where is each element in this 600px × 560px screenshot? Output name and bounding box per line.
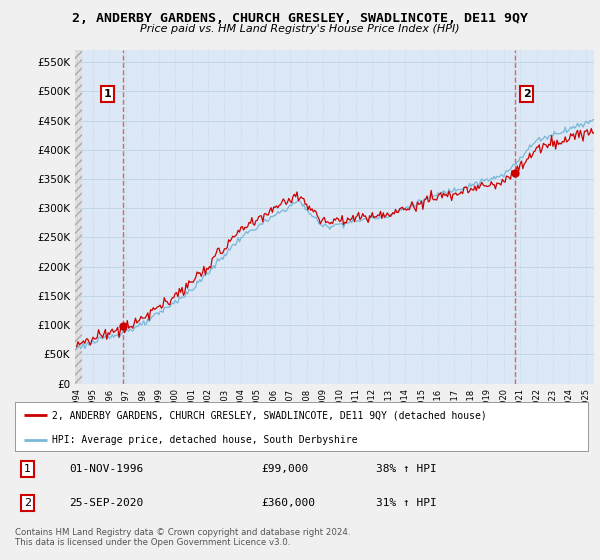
Text: 2: 2 [523,89,530,99]
Text: £99,000: £99,000 [262,464,308,474]
Text: 38% ↑ HPI: 38% ↑ HPI [376,464,437,474]
Text: 01-NOV-1996: 01-NOV-1996 [70,464,143,474]
Text: £360,000: £360,000 [262,498,316,508]
Text: 2, ANDERBY GARDENS, CHURCH GRESLEY, SWADLINCOTE, DE11 9QY (detached house): 2, ANDERBY GARDENS, CHURCH GRESLEY, SWAD… [52,410,487,421]
Text: Price paid vs. HM Land Registry's House Price Index (HPI): Price paid vs. HM Land Registry's House … [140,24,460,34]
Text: Contains HM Land Registry data © Crown copyright and database right 2024.
This d: Contains HM Land Registry data © Crown c… [15,528,350,547]
Text: 25-SEP-2020: 25-SEP-2020 [70,498,143,508]
Text: 1: 1 [103,89,111,99]
Bar [73,33,82,384]
Text: 2: 2 [24,498,31,508]
Text: 31% ↑ HPI: 31% ↑ HPI [376,498,437,508]
Text: 1: 1 [24,464,31,474]
Text: HPI: Average price, detached house, South Derbyshire: HPI: Average price, detached house, Sout… [52,435,358,445]
Text: 2, ANDERBY GARDENS, CHURCH GRESLEY, SWADLINCOTE, DE11 9QY: 2, ANDERBY GARDENS, CHURCH GRESLEY, SWAD… [72,12,528,25]
